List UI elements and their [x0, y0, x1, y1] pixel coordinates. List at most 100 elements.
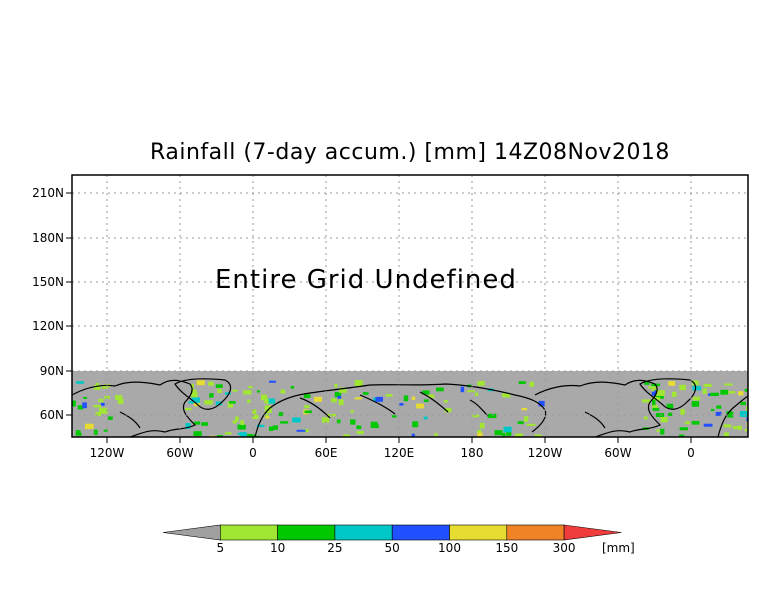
precip-cell — [191, 392, 198, 398]
y-tick-label: 120N — [32, 319, 64, 333]
precip-cell — [98, 398, 104, 403]
precip-cell — [235, 416, 239, 422]
colorbar-arrow-high — [563, 524, 622, 541]
precip-cell — [362, 392, 369, 395]
precip-cell — [191, 397, 200, 403]
precip-cell — [93, 429, 98, 435]
plot-frame — [71, 174, 749, 438]
precip-cell — [444, 400, 448, 403]
colorbar-segment — [220, 524, 278, 541]
precip-cell — [724, 383, 733, 386]
precip-cell — [671, 391, 677, 397]
precip-cell — [370, 424, 379, 429]
precip-cell — [467, 390, 475, 393]
precip-cell — [264, 400, 269, 404]
precip-cell — [256, 390, 260, 393]
precip-cell — [655, 413, 665, 417]
y-tick-label: 210N — [32, 186, 64, 200]
precip-cell — [375, 396, 383, 402]
precip-cell — [679, 427, 688, 431]
precip-cell — [660, 417, 668, 423]
precip-cell — [209, 393, 214, 398]
colorbar: 5 10 25 50 100 150 300 — [162, 524, 622, 555]
precip-cell — [354, 397, 362, 400]
precip-cell — [710, 392, 719, 396]
precip-cell — [703, 423, 713, 427]
precip-cell — [740, 401, 746, 406]
precip-cell — [472, 414, 480, 418]
precip-cell — [337, 395, 342, 399]
precip-cell — [651, 391, 658, 396]
precip-cell — [739, 411, 748, 417]
precip-cell — [416, 403, 424, 409]
precip-cell — [422, 390, 430, 395]
precip-cell — [680, 409, 685, 415]
colorbar-threshold-label: 5 — [216, 541, 224, 555]
colorbar-threshold-label: 150 — [495, 541, 518, 555]
precip-cell — [487, 413, 497, 419]
y-axis — [66, 192, 72, 416]
precip-cell — [240, 432, 247, 437]
precip-cell — [691, 421, 700, 425]
precip-cell — [728, 391, 736, 394]
precip-cell — [356, 425, 362, 429]
precip-cell — [117, 398, 124, 404]
precip-cell — [201, 422, 208, 426]
precip-cell — [652, 405, 658, 411]
precip-cell — [190, 383, 194, 389]
x-axis — [106, 437, 692, 443]
x-tick-label: 60W — [604, 446, 631, 460]
precip-cell — [668, 412, 673, 416]
x-tick-label: 60W — [166, 446, 193, 460]
precip-cell — [303, 394, 311, 398]
precip-cell — [350, 410, 354, 413]
precip-cell — [517, 421, 524, 425]
coastlines — [72, 378, 748, 437]
colorbar-segment — [391, 524, 450, 541]
undefined-grid-message: Entire Grid Undefined — [215, 265, 517, 295]
precip-cell — [261, 394, 268, 401]
precip-cell — [703, 383, 712, 387]
precip-cell — [331, 398, 337, 403]
precip-cell — [185, 423, 191, 429]
x-tick-label: 120W — [528, 446, 563, 460]
precip-cell — [280, 421, 289, 424]
precip-cell — [215, 384, 223, 388]
precip-cell — [248, 386, 254, 389]
precip-cell — [477, 429, 482, 434]
precip-cell — [339, 387, 347, 393]
precip-cell — [479, 422, 485, 429]
precip-cell — [643, 416, 648, 420]
precip-cell — [477, 380, 485, 386]
precip-cell — [98, 407, 108, 414]
precip-cell — [354, 380, 363, 386]
precip-cell — [428, 394, 435, 399]
precip-cell — [746, 406, 748, 412]
precip-cell — [385, 394, 393, 397]
precip-cell — [475, 392, 479, 396]
precip-cell — [334, 391, 342, 398]
precip-cell — [538, 400, 545, 407]
precip-cell — [660, 428, 665, 435]
precip-cell — [115, 395, 123, 400]
precip-cell — [411, 433, 415, 437]
colorbar-threshold-label: 100 — [438, 541, 461, 555]
map-title: Rainfall (7-day accum.) [mm] 14Z08Nov201… — [150, 140, 670, 165]
colorbar-threshold-label: 25 — [327, 541, 342, 555]
colorbar-segment — [506, 524, 565, 541]
precip-cell — [746, 417, 748, 422]
precip-cell — [423, 399, 429, 402]
precip-cell — [264, 405, 271, 409]
precip-cell — [102, 384, 108, 389]
precip-cell — [103, 429, 108, 432]
colorbar-segment — [277, 524, 336, 541]
precip-cell — [336, 419, 341, 424]
precip-cell — [237, 432, 244, 435]
precip-cell — [644, 382, 650, 385]
precip-cell — [93, 385, 101, 390]
precip-cell — [732, 426, 742, 430]
precip-cell — [534, 434, 542, 437]
precip-field — [72, 380, 748, 437]
precip-cell — [304, 410, 312, 414]
precip-cell — [529, 381, 534, 387]
